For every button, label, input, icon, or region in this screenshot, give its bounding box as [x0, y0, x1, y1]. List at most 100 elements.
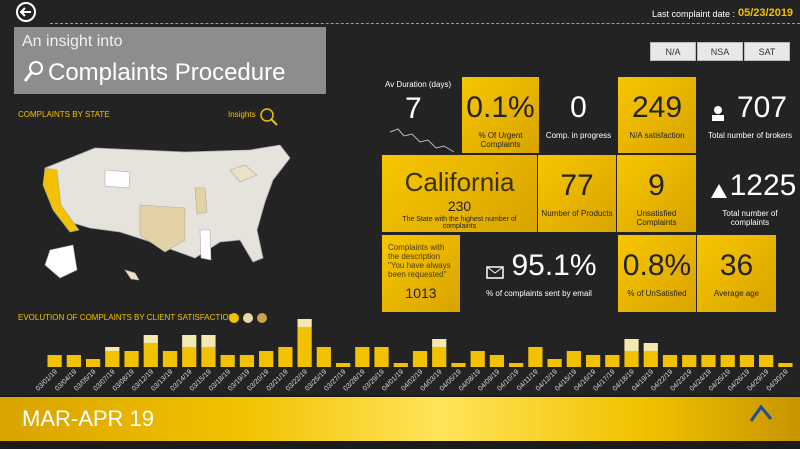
x-tick-label: 04/30/19	[766, 368, 790, 392]
bar-segment	[355, 347, 370, 367]
bar-segment	[778, 363, 793, 367]
bar-segment	[566, 351, 581, 367]
bar-segment	[432, 339, 447, 347]
filter-button[interactable]: N/A	[650, 42, 696, 61]
tile-label: Comp. in progress	[545, 131, 612, 140]
bar-segment	[662, 355, 678, 367]
bar-segment	[701, 355, 716, 367]
kpi-tile: 0.8% % of UnSatisfied	[618, 235, 696, 312]
bar-segment	[720, 355, 735, 367]
kpi-tile: 9 Unsatisfied Complaints	[617, 155, 696, 232]
tile-value: 249	[631, 91, 683, 124]
bar-segment	[297, 327, 312, 367]
filter-button[interactable]: NSA	[697, 42, 743, 61]
filter-button[interactable]: SAT	[744, 42, 790, 61]
kpi-tile: 249 N/A satisfaction	[618, 77, 696, 153]
bar-segment	[182, 335, 197, 347]
kpi-tile: Complaints with the description "You hav…	[382, 235, 460, 312]
tile-label: Total number of complaints	[722, 209, 778, 227]
bar-segment	[335, 363, 351, 367]
tile-label: Complaints with the description "You hav…	[388, 243, 451, 279]
kpi-tile: California 230 The State with the highes…	[382, 155, 537, 232]
title-box: An insight into Complaints Procedure	[14, 27, 326, 94]
tile-value: 1225	[729, 169, 797, 202]
us-map	[42, 144, 291, 281]
tile-value: 0.1%	[466, 91, 535, 124]
bar-segment	[316, 347, 331, 367]
tile-label: The State with the highest number of com…	[402, 216, 517, 230]
bar-segment	[624, 351, 639, 367]
kpi-tile: 0.1% % Of Urgent Complaints	[462, 77, 539, 153]
back-button[interactable]	[15, 1, 39, 23]
bar-segment	[297, 319, 312, 327]
bar-segment	[47, 355, 62, 367]
last-date-label: Last complaint date :	[651, 9, 735, 19]
bar-segment	[239, 355, 255, 367]
title-line2: Complaints Procedure	[48, 59, 286, 86]
bar-segment	[451, 363, 466, 367]
chart-title: EVOLUTION OF COMPLAINTS BY CLIENT SATISF…	[18, 313, 235, 322]
tile-label: N/A satisfaction	[629, 131, 685, 140]
tile-label: Number of Products	[541, 209, 613, 218]
header-divider	[50, 23, 800, 24]
bar-chart: EVOLUTION OF COMPLAINTS BY CLIENT SATISF…	[18, 313, 793, 393]
bar-segment	[259, 351, 274, 367]
person-icon	[712, 106, 724, 121]
kpi-tile: 95.1% % of complaints sent by email	[462, 235, 616, 312]
tile-label: Total number of brokers	[707, 131, 793, 140]
bar-segment	[124, 351, 139, 367]
tile-value: 9	[648, 169, 665, 202]
logo	[749, 404, 773, 422]
tile-value: 0	[570, 91, 587, 124]
title-line1: An insight into	[22, 33, 123, 50]
bar-segment	[143, 343, 158, 367]
bar-segment	[547, 359, 562, 367]
bar-segment	[201, 347, 216, 367]
bar-segment	[220, 355, 235, 367]
bar-segment	[528, 347, 543, 367]
bar-segment	[489, 355, 505, 367]
bar-segment	[739, 355, 755, 367]
magnifier-icon	[23, 61, 43, 82]
tile-value: California	[404, 167, 515, 197]
kpi-tile: 707 Total number of brokers	[700, 77, 800, 153]
warning-icon	[711, 184, 727, 198]
tile-count: 230	[447, 198, 472, 214]
bar-segment	[66, 355, 81, 367]
bar-segment	[682, 355, 697, 367]
bar-segment	[201, 335, 216, 347]
kpi-tile: 36 Average age	[697, 235, 776, 312]
tile-value: 7	[405, 92, 422, 125]
sparkline	[390, 128, 455, 153]
bar-segment	[162, 351, 178, 367]
bar-segment	[432, 347, 447, 367]
bar-segment	[509, 363, 524, 367]
kpi-tile: 1225 Total number of complaints	[700, 155, 800, 232]
last-date: 05/23/2019	[738, 7, 794, 19]
tile-value: 95.1%	[511, 249, 597, 282]
tile-label: % of complaints sent by email	[486, 289, 592, 298]
bar-segment	[85, 359, 101, 367]
tile-value: 36	[719, 249, 754, 282]
bar-segment	[643, 343, 658, 351]
tile-label: Average age	[713, 289, 760, 298]
bar-segment	[374, 347, 389, 367]
tile-label: Unsatisfied Complaints	[636, 209, 677, 227]
insights-link[interactable]: Insights	[228, 110, 256, 119]
bar-segment	[605, 355, 620, 367]
insights-icon[interactable]	[258, 106, 280, 126]
bar-segment	[105, 347, 120, 351]
bar-segment	[143, 335, 158, 343]
tile-label: Av Duration (days)	[385, 80, 452, 89]
mail-icon	[486, 266, 504, 279]
period: MAR-APR 19	[22, 406, 155, 431]
bar-segment	[278, 347, 293, 367]
footer-band: MAR-APR 19	[0, 397, 800, 441]
bar-segment	[585, 355, 601, 367]
tile-label: % Of Urgent Complaints	[478, 131, 523, 149]
kpi-tile: 0 Comp. in progress	[540, 77, 617, 153]
satisfaction-icons	[229, 313, 267, 323]
bar-segment	[643, 351, 658, 367]
tile-value: 0.8%	[622, 249, 692, 282]
